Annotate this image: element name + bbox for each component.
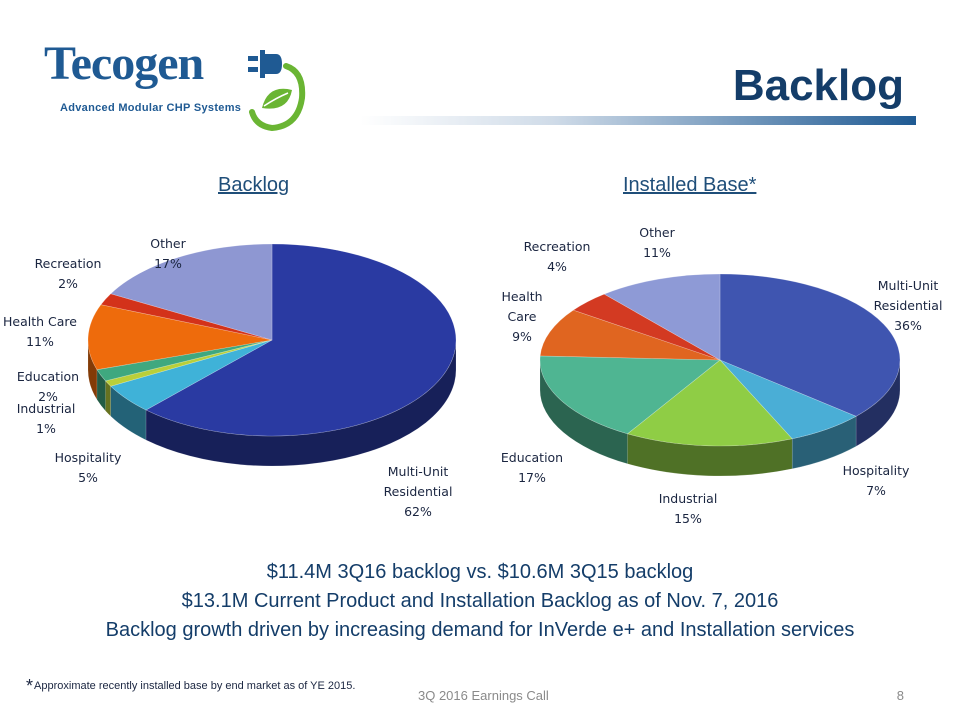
pie-value-label: 11% <box>643 245 671 260</box>
pie-slice-1-2 <box>110 339 273 411</box>
logo-tagline: Advanced Modular CHP Systems <box>60 102 242 114</box>
pie-category-label: Hospitality <box>843 463 910 478</box>
pie-slice-1-7 <box>110 243 273 341</box>
pie-charts: Multi-Unit Residential 62% Hospitality 5% Ind… <box>3 225 943 526</box>
footnote-asterisk: * <box>26 676 34 696</box>
summary-line-current-backlog: $13.1M Current Product and Installation … <box>181 590 779 612</box>
pie-category-label: Hospitality <box>55 450 122 465</box>
pie-category-label: Residential <box>874 298 943 313</box>
pie-slice-2-1 <box>719 273 901 417</box>
pie-slice-2-5 <box>539 309 721 361</box>
logo-wordmark: Tecogen <box>44 37 204 90</box>
pie-category-label: Health <box>501 289 542 304</box>
pie-slice-2-7 <box>603 273 721 361</box>
plug-leaf-icon <box>248 50 306 132</box>
pie-value-label: 1% <box>36 421 56 436</box>
pie-category-label: Industrial <box>659 491 718 506</box>
pie-slice-2-4 <box>539 355 721 435</box>
summary-block: $11.4M 3Q16 backlog vs. $10.6M 3Q15 back… <box>0 558 960 645</box>
pie-slice-1-4 <box>96 339 273 382</box>
pie-value-label: 17% <box>518 470 546 485</box>
pie-value-label: 36% <box>894 318 922 333</box>
pie-value-label: 11% <box>26 334 54 349</box>
pie-category-label: Other <box>639 225 675 240</box>
pie-category-label: Education <box>17 369 79 384</box>
pie-chart-1: Multi-Unit Residential 62% Hospitality 5% Ind… <box>3 236 457 519</box>
pie-slice-side-1-3 <box>105 380 112 417</box>
footer-event: 3Q 2016 Earnings Call <box>418 688 549 703</box>
pie-category-label: Recreation <box>524 239 591 254</box>
title-divider <box>360 116 916 125</box>
pie-value-label: 15% <box>674 511 702 526</box>
pie-category-label: Multi-Unit <box>388 464 449 479</box>
pie-value-label: 62% <box>404 504 432 519</box>
footnote: *Approximate recently installed base by … <box>26 676 355 697</box>
pie-category-label: Recreation <box>35 256 102 271</box>
pie-category-label: Care <box>508 309 537 324</box>
summary-line-backlog-comparison: $11.4M 3Q16 backlog vs. $10.6M 3Q15 back… <box>266 561 694 583</box>
pie-category-label: Multi-Unit <box>878 278 939 293</box>
installed-base-chart-title: Installed Base* <box>623 174 757 196</box>
pie-slice-1-5 <box>87 304 273 370</box>
pie-slice-2-6 <box>572 293 721 361</box>
pie-value-label: 7% <box>866 483 886 498</box>
pie-value-label: 17% <box>154 256 182 271</box>
pie-slice-1-1 <box>145 243 457 437</box>
pie-value-label: 5% <box>78 470 98 485</box>
pie-slice-2-3 <box>626 359 793 447</box>
pie-slice-1-6 <box>100 293 273 341</box>
pie-chart-2: Multi-Unit Residential 36% Hospitality 7% Ind… <box>501 225 943 526</box>
pie-value-label: 2% <box>38 389 58 404</box>
pie-category-label: Industrial <box>17 401 76 416</box>
pie-value-label: 4% <box>547 259 567 274</box>
page-title: Backlog <box>732 61 904 110</box>
footnote-text: Approximate recently installed base by e… <box>34 680 356 692</box>
pie-value-label: 9% <box>512 329 532 344</box>
pie-category-label: Education <box>501 450 563 465</box>
pie-slice-2-2 <box>719 359 857 440</box>
pie-slice-1-3 <box>104 339 273 387</box>
pie-category-label: Other <box>150 236 186 251</box>
page-number: 8 <box>896 688 904 703</box>
tecogen-logo: Tecogen Advanced Modular CHP Systems <box>44 36 314 136</box>
backlog-chart-title: Backlog <box>218 174 290 196</box>
summary-line-growth-driver: Backlog growth driven by increasing dema… <box>105 619 855 641</box>
pie-category-label: Health Care <box>3 314 77 329</box>
pie-category-label: Residential <box>384 484 453 499</box>
pie-value-label: 2% <box>58 276 78 291</box>
